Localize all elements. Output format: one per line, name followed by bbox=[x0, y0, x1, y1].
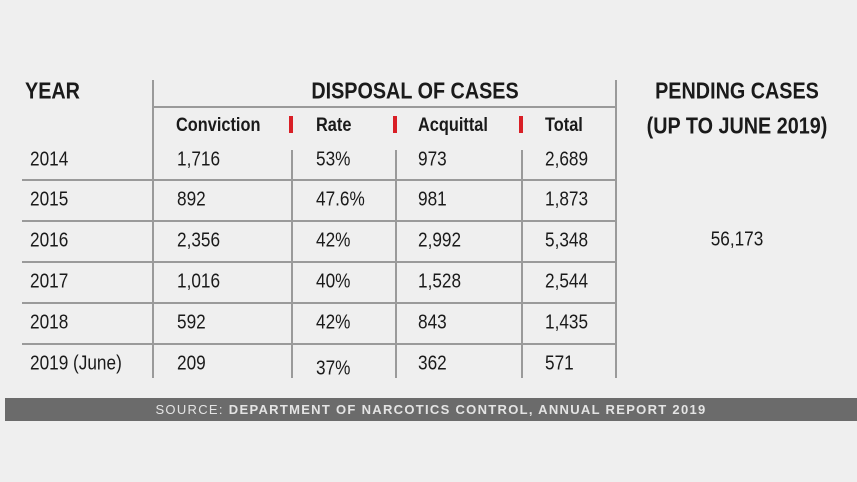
disposal-header: DISPOSAL OF CASES bbox=[311, 77, 519, 104]
column-divider bbox=[291, 150, 293, 378]
divider bbox=[152, 80, 154, 378]
value-cell: 2,992 bbox=[418, 229, 462, 252]
row-divider bbox=[22, 342, 617, 345]
divider bbox=[615, 80, 617, 378]
year-cell: 2017 bbox=[30, 270, 69, 293]
row-divider bbox=[22, 301, 617, 304]
value-cell: 843 bbox=[418, 311, 447, 334]
red-mark bbox=[519, 116, 523, 133]
source-bar: SOURCE: DEPARTMENT OF NARCOTICS CONTROL,… bbox=[5, 398, 857, 421]
column-header: Rate bbox=[316, 115, 352, 136]
value-cell: 973 bbox=[418, 148, 447, 171]
value-cell: 2,544 bbox=[545, 270, 589, 293]
value-cell: 53% bbox=[316, 148, 351, 171]
value-cell: 892 bbox=[177, 188, 206, 211]
row-divider bbox=[22, 260, 617, 263]
pending-header: (UP TO JUNE 2019) bbox=[646, 112, 828, 139]
year-cell: 2019 (June) bbox=[30, 352, 122, 375]
value-cell: 1,873 bbox=[545, 188, 589, 211]
year-cell: 2014 bbox=[30, 148, 69, 171]
value-cell: 362 bbox=[418, 352, 447, 375]
divider bbox=[152, 106, 617, 108]
value-cell: 37% bbox=[316, 357, 351, 380]
value-cell: 1,016 bbox=[177, 270, 221, 293]
year-header: YEAR bbox=[25, 77, 80, 104]
column-header: Acquittal bbox=[418, 115, 488, 136]
value-cell: 209 bbox=[177, 352, 206, 375]
row-divider bbox=[22, 179, 617, 181]
red-mark bbox=[393, 116, 397, 133]
value-cell: 2,689 bbox=[545, 148, 589, 171]
year-cell: 2018 bbox=[30, 311, 69, 334]
column-header: Total bbox=[545, 115, 583, 136]
year-cell: 2016 bbox=[30, 229, 69, 252]
value-cell: 1,528 bbox=[418, 270, 462, 293]
row-divider bbox=[22, 219, 617, 222]
value-cell: 1,435 bbox=[545, 311, 589, 334]
value-cell: 981 bbox=[418, 188, 447, 211]
value-cell: 47.6% bbox=[316, 188, 365, 211]
value-cell: 1,716 bbox=[177, 148, 221, 171]
year-cell: 2015 bbox=[30, 188, 69, 211]
column-header: Conviction bbox=[176, 115, 261, 136]
column-divider bbox=[395, 150, 397, 378]
value-cell: 42% bbox=[316, 229, 351, 252]
pending-value: 56,173 bbox=[710, 228, 764, 251]
value-cell: 2,356 bbox=[177, 229, 221, 252]
red-mark bbox=[289, 116, 293, 133]
source-text: DEPARTMENT OF NARCOTICS CONTROL, ANNUAL … bbox=[228, 402, 707, 417]
value-cell: 592 bbox=[177, 311, 206, 334]
column-divider bbox=[521, 150, 523, 378]
value-cell: 571 bbox=[545, 352, 574, 375]
pending-header: PENDING CASES bbox=[655, 77, 819, 104]
value-cell: 40% bbox=[316, 270, 351, 293]
value-cell: 5,348 bbox=[545, 229, 589, 252]
value-cell: 42% bbox=[316, 311, 351, 334]
source-label: SOURCE: bbox=[155, 402, 224, 417]
